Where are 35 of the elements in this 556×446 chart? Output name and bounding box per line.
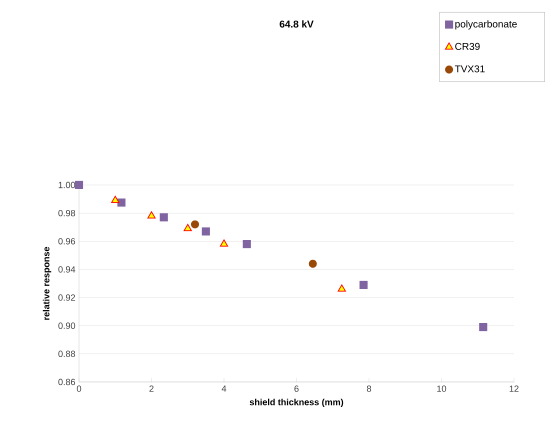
y-tick-label: 0.92: [58, 294, 76, 301]
point: [147, 211, 156, 218]
point: [184, 224, 192, 232]
y-tick-label: 0.96: [58, 238, 76, 244]
x-tick-label: 12: [510, 386, 519, 392]
x-tick-label: 8: [366, 386, 372, 392]
x-tick-label: 10: [437, 386, 446, 392]
point: [190, 220, 200, 228]
chart-title: 64.8 kV: [280, 20, 314, 28]
x-tick-label: 0: [76, 386, 82, 392]
y-axis-title: relative response: [42, 246, 52, 320]
point: [242, 240, 251, 248]
point: [202, 227, 210, 236]
legend-label: TVX31: [454, 65, 485, 72]
y-tick-label: 1.00: [58, 182, 76, 188]
x-axis-title: shield thickness (mm): [250, 398, 344, 408]
y-tick-label: 0.98: [58, 210, 76, 216]
point: [111, 196, 120, 204]
point: [338, 284, 346, 292]
y-tick-label: 0.88: [58, 350, 76, 358]
point: [308, 260, 317, 268]
y-tick-label: 0.90: [58, 322, 76, 329]
y-tick-label: 0.86: [58, 378, 76, 386]
x-tick-label: 6: [294, 386, 299, 392]
x-tick-label: 4: [222, 386, 226, 392]
x-tick-label: 2: [149, 386, 154, 392]
point: [160, 213, 168, 222]
point: [117, 198, 126, 207]
point: [360, 280, 368, 289]
point: [220, 239, 228, 247]
y-tick-label: 0.94: [58, 266, 76, 273]
point: [479, 323, 488, 332]
legend-label: CR39: [455, 42, 480, 50]
legend-label: polycarbonate: [455, 20, 517, 30]
point: [74, 180, 84, 190]
